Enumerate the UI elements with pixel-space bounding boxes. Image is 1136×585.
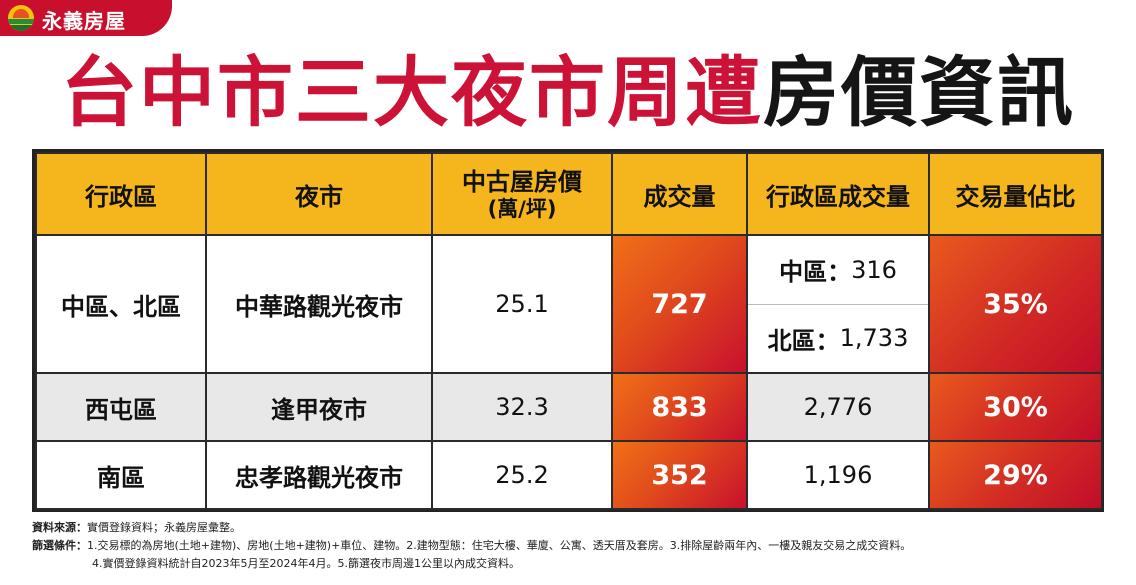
cell-district-volume: 1,196 — [746, 440, 930, 510]
header-share: 交易量佔比 — [928, 152, 1103, 236]
district-volume-b-label: 北區： — [767, 326, 840, 355]
criteria-note: 篩選條件：1.交易標的為房地(土地+建物)、房地(土地+建物)+車位、建物。2.… — [32, 537, 1112, 555]
table-header-row: 行政區 夜市 中古屋房價 (萬/坪) 成交量 行政區成交量 交易量佔比 — [35, 152, 1103, 236]
cell-district: 西屯區 — [35, 372, 207, 442]
header-night-market: 夜市 — [205, 152, 433, 236]
criteria-label: 篩選條件： — [32, 539, 87, 552]
brand-name: 永義房屋 — [42, 9, 126, 33]
table-row: 中區、北區 中華路觀光夜市 25.1 727 中區： 316 北區： 1,733 3… — [35, 234, 1103, 374]
price-table: 行政區 夜市 中古屋房價 (萬/坪) 成交量 行政區成交量 交易量佔比 中區、北… — [35, 152, 1103, 510]
district-volume-b: 北區： 1,733 — [748, 305, 928, 373]
sun-over-waves-logo-icon — [8, 5, 34, 31]
cell-night-market: 忠孝路觀光夜市 — [205, 440, 433, 510]
district-volume-a-value: 316 — [851, 255, 897, 284]
header-district: 行政區 — [35, 152, 207, 236]
cell-volume: 833 — [611, 372, 748, 442]
cell-volume: 727 — [611, 234, 748, 374]
cell-share: 29% — [928, 440, 1103, 510]
header-district-volume: 行政區成交量 — [746, 152, 930, 236]
cell-district-volume: 2,776 — [746, 372, 930, 442]
footnotes: 資料來源：實價登錄資料；永義房屋彙整。 篩選條件：1.交易標的為房地(土地+建物… — [32, 519, 1112, 573]
cell-share: 35% — [928, 234, 1103, 374]
cell-district: 中區、北區 — [35, 234, 207, 374]
criteria-line2: 4.實價登錄資料統計自2023年5月至2024年4月。5.篩選夜市周邊1公里以內… — [92, 557, 520, 570]
cell-price: 25.1 — [431, 234, 613, 374]
cell-price: 32.3 — [431, 372, 613, 442]
district-volume-a-label: 中區： — [779, 258, 852, 287]
price-table-wrapper: 行政區 夜市 中古屋房價 (萬/坪) 成交量 行政區成交量 交易量佔比 中區、北… — [32, 149, 1104, 512]
cell-night-market: 逢甲夜市 — [205, 372, 433, 442]
cell-price: 25.2 — [431, 440, 613, 510]
cell-share: 30% — [928, 372, 1103, 442]
cell-volume: 352 — [611, 440, 748, 510]
source-label: 資料來源： — [32, 521, 87, 534]
header-price: 中古屋房價 (萬/坪) — [431, 152, 613, 236]
header-volume: 成交量 — [611, 152, 748, 236]
cell-district: 南區 — [35, 440, 207, 510]
header-price-main: 中古屋房價 — [462, 168, 582, 196]
table-row: 西屯區 逢甲夜市 32.3 833 2,776 30% — [35, 372, 1103, 442]
criteria-line1: 1.交易標的為房地(土地+建物)、房地(土地+建物)+車位、建物。2.建物型態：… — [87, 539, 912, 552]
cell-district-volume-split: 中區： 316 北區： 1,733 — [746, 234, 930, 374]
title-black-part: 房價資訊 — [763, 48, 1075, 137]
source-text: 實價登錄資料；永義房屋彙整。 — [87, 521, 241, 534]
header-price-unit: (萬/坪) — [487, 197, 557, 221]
district-volume-b-value: 1,733 — [839, 324, 909, 353]
title-red-part: 台中市三大夜市周遭 — [61, 48, 763, 137]
page-title: 台中市三大夜市周遭房價資訊 — [0, 48, 1136, 138]
table-row: 南區 忠孝路觀光夜市 25.2 352 1,196 29% — [35, 440, 1103, 510]
brand-tab: 永義房屋 — [0, 0, 172, 36]
district-volume-a: 中區： 316 — [748, 236, 928, 305]
cell-night-market: 中華路觀光夜市 — [205, 234, 433, 374]
source-note: 資料來源：實價登錄資料；永義房屋彙整。 — [32, 519, 1112, 537]
